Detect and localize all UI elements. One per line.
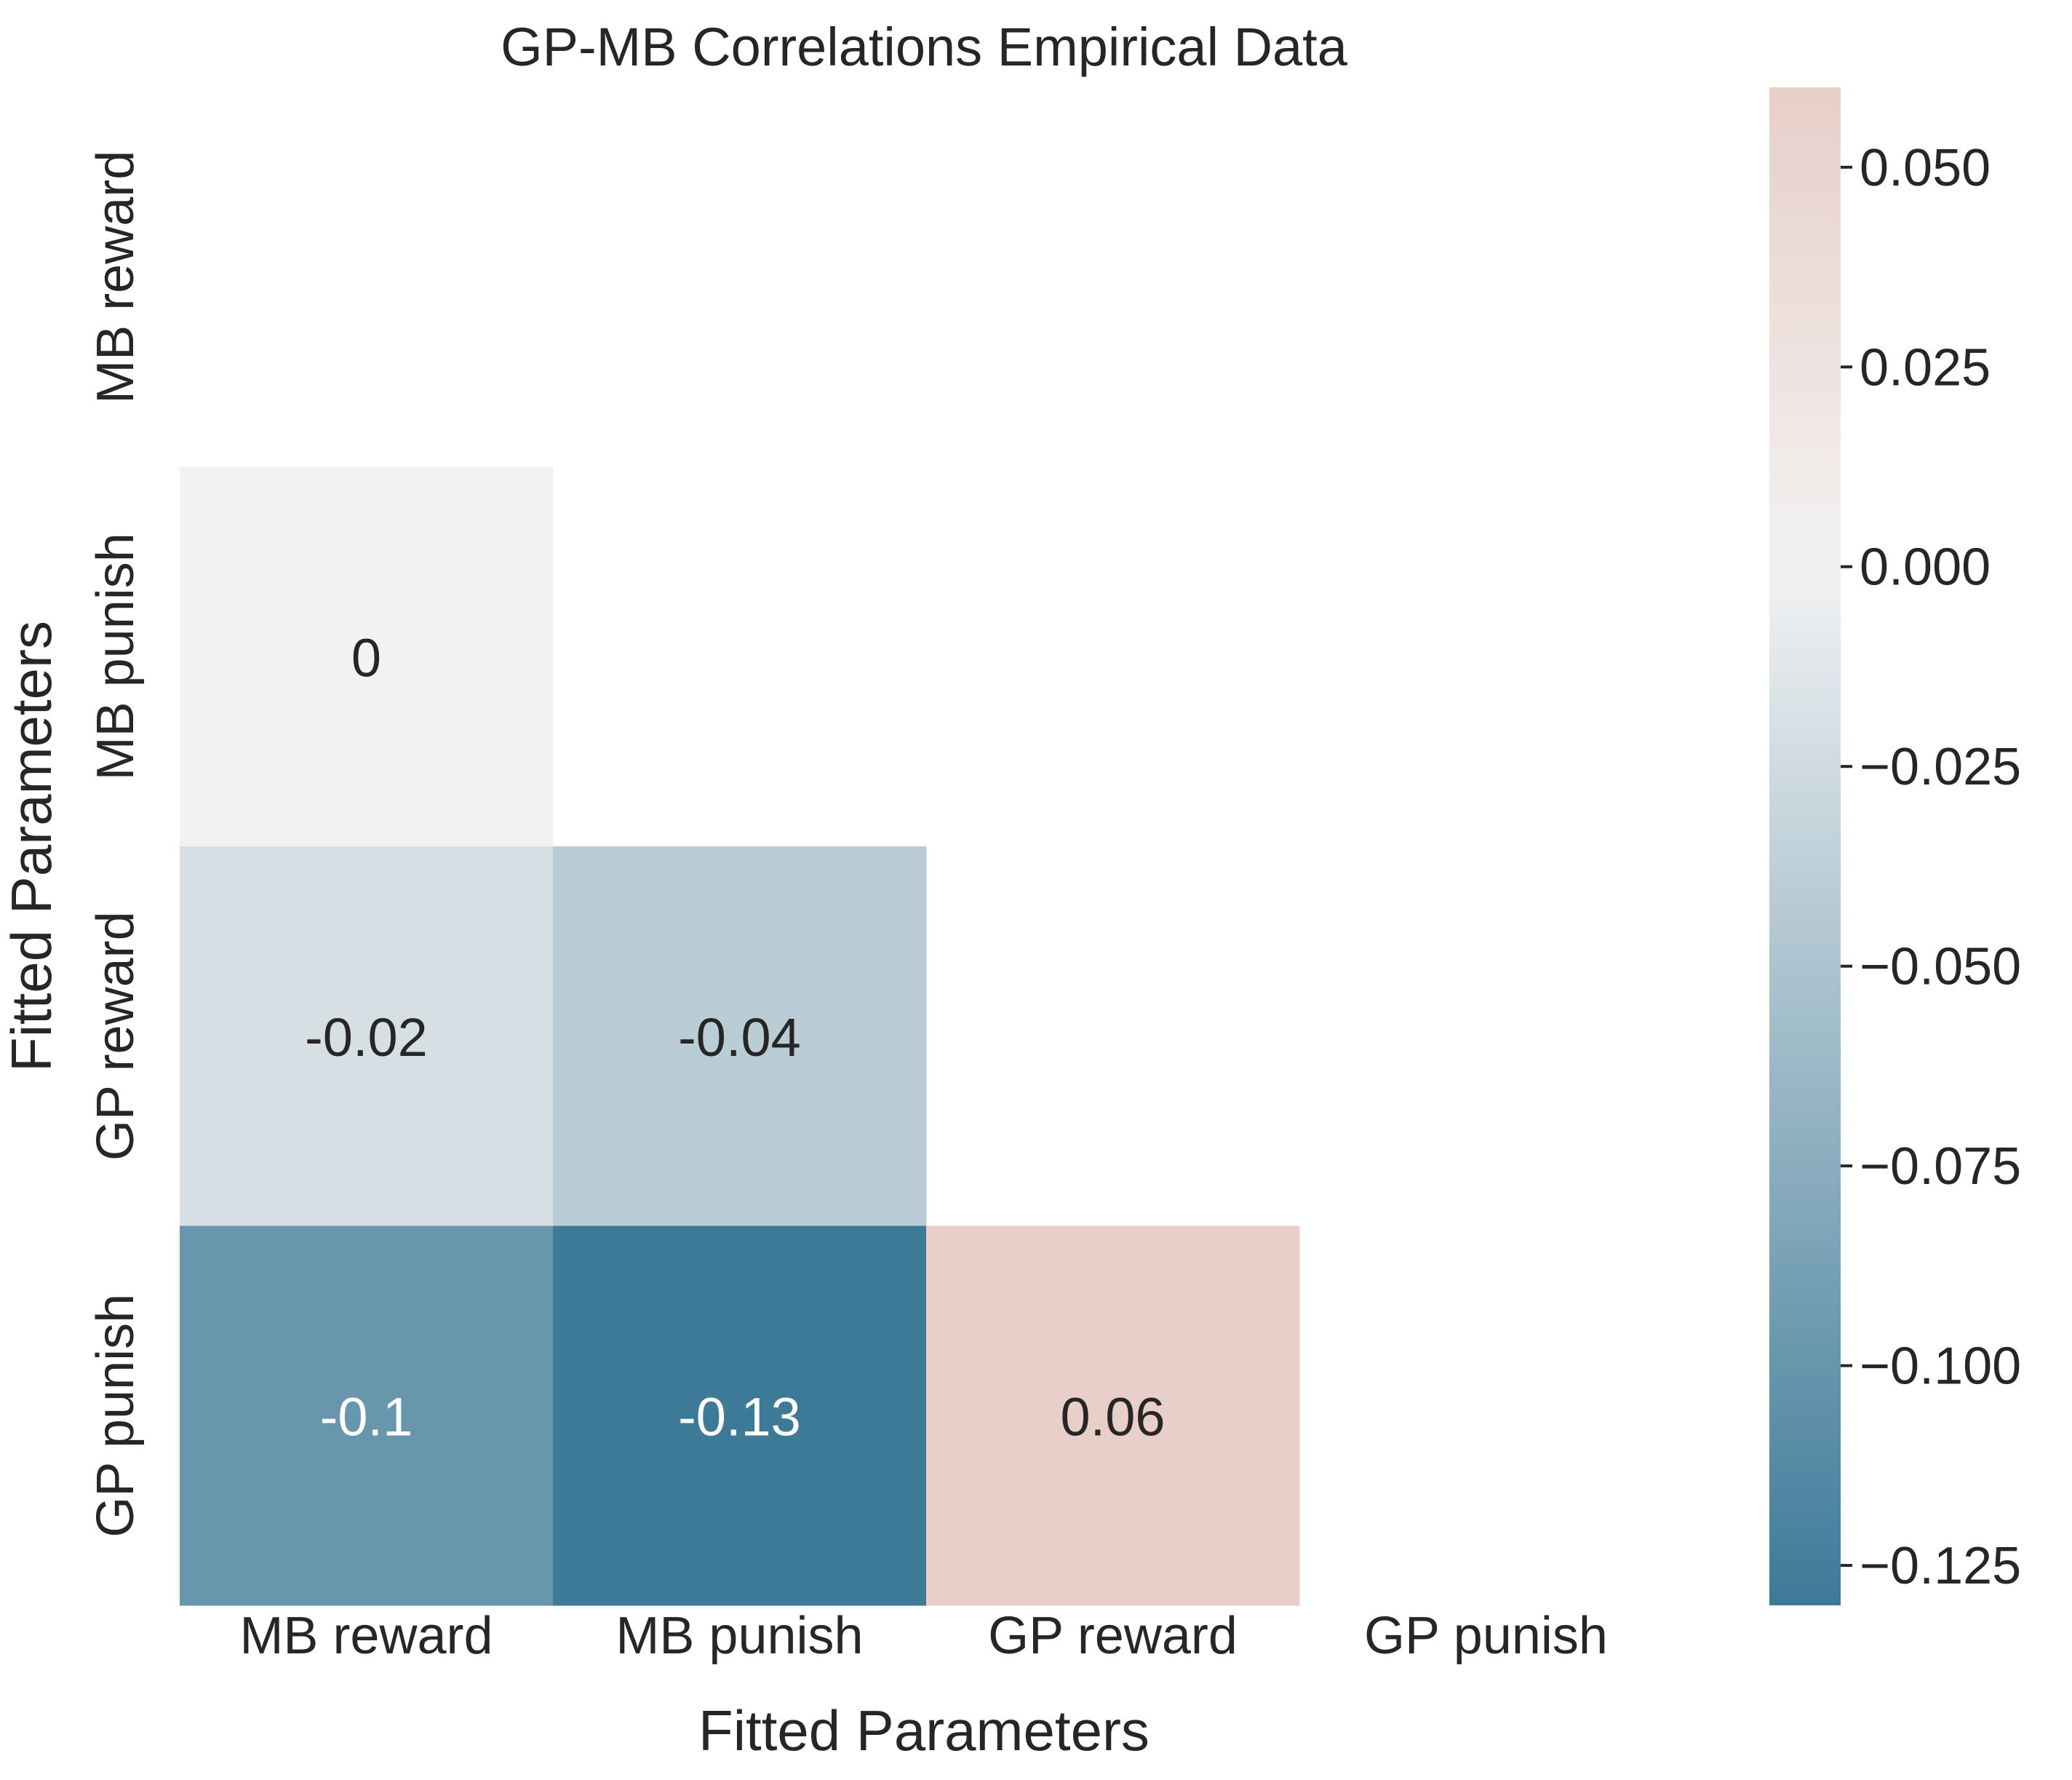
y-axis-label: Fitted Parameters: [0, 621, 63, 1072]
heatmap-cells: [180, 466, 1300, 1606]
heatmap-cell: [926, 1225, 1300, 1606]
colorbar-tick-label: −0.050: [1860, 938, 2021, 996]
x-tick-label: GP punish: [1364, 1607, 1608, 1665]
x-axis-label: Fitted Parameters: [698, 1698, 1149, 1763]
cell-value-label: -0.02: [305, 1007, 428, 1068]
heatmap-cell: [553, 846, 927, 1226]
colorbar-ticks: 0.050 0.025 0.000 −0.025 −0.050 −0.075 −0.100 −…: [1841, 139, 2021, 1595]
y-tick-labels: MB reward MB punish GP reward GP punish: [87, 151, 145, 1538]
colorbar-tick-label: 0.050: [1860, 139, 1991, 197]
colorbar: [1769, 87, 1841, 1605]
colorbar-tick-label: −0.075: [1860, 1137, 2021, 1196]
heatmap-cell: [180, 466, 554, 847]
cell-annotations: 0 -0.02 -0.04 -0.1 -0.13 0.06: [305, 627, 1165, 1447]
heatmap-cell: [180, 846, 554, 1226]
heatmap-cell: [180, 1225, 554, 1606]
x-tick-labels: MB reward MB punish GP reward GP punish: [239, 1607, 1608, 1665]
y-tick-label: MB reward: [87, 151, 145, 404]
x-tick-label: MB reward: [239, 1607, 493, 1665]
cell-value-label: -0.04: [678, 1007, 801, 1068]
x-tick-label: MB punish: [615, 1607, 863, 1665]
cell-value-label: -0.1: [320, 1386, 413, 1447]
cell-value-label: 0: [351, 627, 381, 688]
y-tick-label: MB punish: [87, 533, 145, 780]
colorbar-tick-label: −0.125: [1860, 1537, 2021, 1595]
cell-value-label: 0.06: [1060, 1386, 1165, 1447]
y-tick-label: GP reward: [87, 911, 145, 1161]
y-tick-label: GP punish: [87, 1294, 145, 1538]
colorbar-tick-label: −0.100: [1860, 1338, 2021, 1396]
chart-title: GP-MB Correlations Empirical Data: [501, 17, 1348, 77]
colorbar-tick-label: 0.000: [1860, 539, 1991, 597]
colorbar-tick-label: 0.025: [1860, 338, 1991, 397]
x-tick-label: GP reward: [988, 1607, 1238, 1665]
cell-value-label: -0.13: [678, 1386, 801, 1447]
heatmap-cell: [553, 1225, 927, 1606]
colorbar-tick-label: −0.025: [1860, 738, 2021, 796]
